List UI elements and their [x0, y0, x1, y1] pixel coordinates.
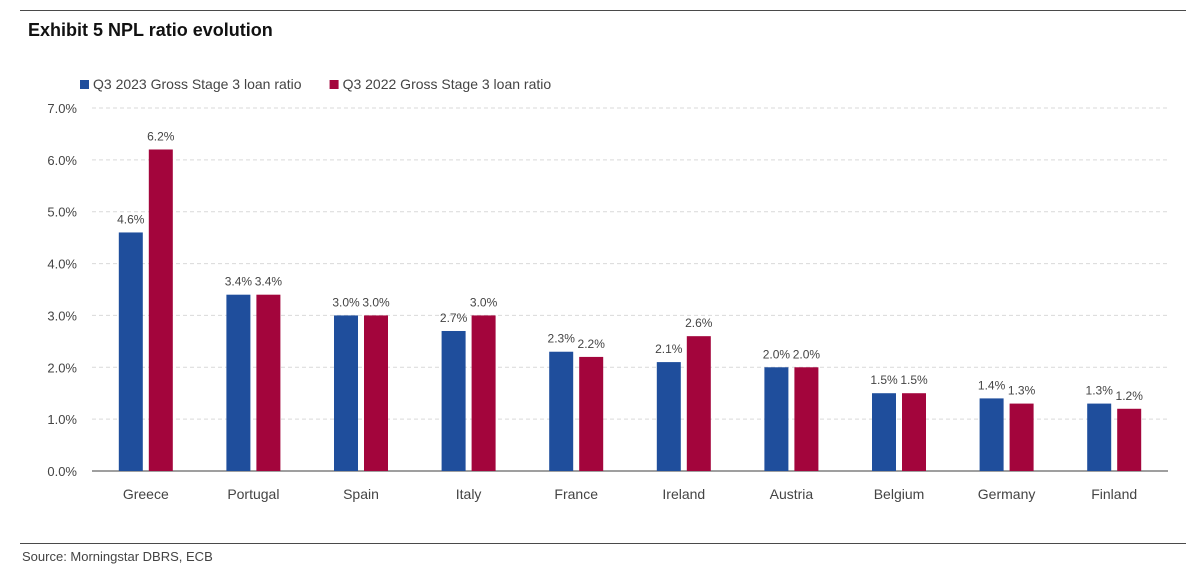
x-tick-label: Ireland — [662, 486, 705, 502]
y-tick-label: 1.0% — [47, 412, 77, 427]
data-label: 1.5% — [870, 373, 898, 387]
data-label: 3.0% — [332, 295, 360, 309]
y-tick-label: 6.0% — [47, 153, 77, 168]
legend-label: Q3 2023 Gross Stage 3 loan ratio — [93, 76, 302, 92]
data-label: 2.0% — [793, 347, 821, 361]
bar-q3-2023 — [334, 315, 358, 471]
bar-q3-2023 — [656, 362, 681, 471]
data-label: 2.3% — [548, 332, 576, 346]
data-label: 1.2% — [1116, 389, 1144, 403]
bar-q3-2023 — [118, 232, 143, 471]
x-tick-label: France — [554, 486, 598, 502]
bar-q3-2022 — [364, 315, 388, 471]
bar-q3-2023 — [1087, 403, 1112, 471]
x-tick-label: Italy — [456, 486, 482, 502]
data-label: 3.0% — [362, 295, 390, 309]
y-tick-label: 7.0% — [47, 101, 77, 116]
chart-title: Exhibit 5 NPL ratio evolution — [28, 20, 273, 40]
x-tick-label: Greece — [123, 486, 169, 502]
top-rule — [20, 10, 1186, 11]
y-tick-label: 3.0% — [47, 308, 77, 323]
bar-q3-2022 — [471, 315, 496, 471]
data-label: 3.4% — [255, 275, 283, 289]
bar-q3-2023 — [979, 398, 1004, 471]
bar-q3-2023 — [226, 294, 251, 471]
x-tick-label: Finland — [1091, 486, 1137, 502]
data-label: 6.2% — [147, 129, 175, 143]
bar-q3-2022 — [1009, 403, 1034, 471]
data-label: 4.6% — [117, 212, 145, 226]
y-tick-label: 4.0% — [47, 257, 77, 272]
data-label: 3.4% — [225, 275, 253, 289]
y-tick-label: 0.0% — [47, 464, 77, 479]
data-label: 2.7% — [440, 311, 468, 325]
data-label: 1.3% — [1008, 384, 1036, 398]
data-label: 2.2% — [578, 337, 606, 351]
bar-q3-2022 — [794, 367, 819, 471]
bar-q3-2022 — [902, 393, 926, 471]
data-label: 3.0% — [470, 295, 498, 309]
data-label: 1.5% — [900, 373, 928, 387]
y-tick-label: 5.0% — [47, 205, 77, 220]
x-tick-label: Spain — [343, 486, 379, 502]
data-label: 1.3% — [1086, 384, 1114, 398]
data-label: 2.0% — [763, 347, 791, 361]
y-tick-label: 2.0% — [47, 360, 77, 375]
x-tick-label: Belgium — [874, 486, 925, 502]
bar-q3-2022 — [1117, 408, 1142, 471]
data-label: 1.4% — [978, 378, 1006, 392]
bar-q3-2023 — [549, 351, 574, 471]
x-tick-label: Austria — [770, 486, 814, 502]
bar-q3-2023 — [764, 367, 789, 471]
legend-swatch-q3-2023 — [80, 80, 89, 89]
x-tick-label: Germany — [978, 486, 1036, 502]
legend-swatch-q3-2022 — [329, 80, 339, 89]
bar-q3-2022 — [686, 336, 711, 471]
legend-label: Q3 2022 Gross Stage 3 loan ratio — [343, 76, 552, 92]
bar-q3-2022 — [256, 294, 281, 471]
bar-q3-2023 — [441, 330, 466, 471]
bar-chart: 0.0% 1.0% 2.0% 3.0% 4.0% 5.0% 6.0% 7.0% 4.6% 6.2%… — [47, 76, 1168, 502]
data-label: 2.1% — [655, 342, 683, 356]
bar-q3-2022 — [148, 149, 173, 471]
bar-q3-2022 — [579, 356, 604, 471]
bar-q3-2023 — [872, 393, 896, 471]
x-tick-label: Portugal — [227, 486, 279, 502]
bottom-rule — [20, 543, 1186, 544]
source-note: Source: Morningstar DBRS, ECB — [22, 549, 213, 564]
data-label: 2.6% — [685, 316, 713, 330]
